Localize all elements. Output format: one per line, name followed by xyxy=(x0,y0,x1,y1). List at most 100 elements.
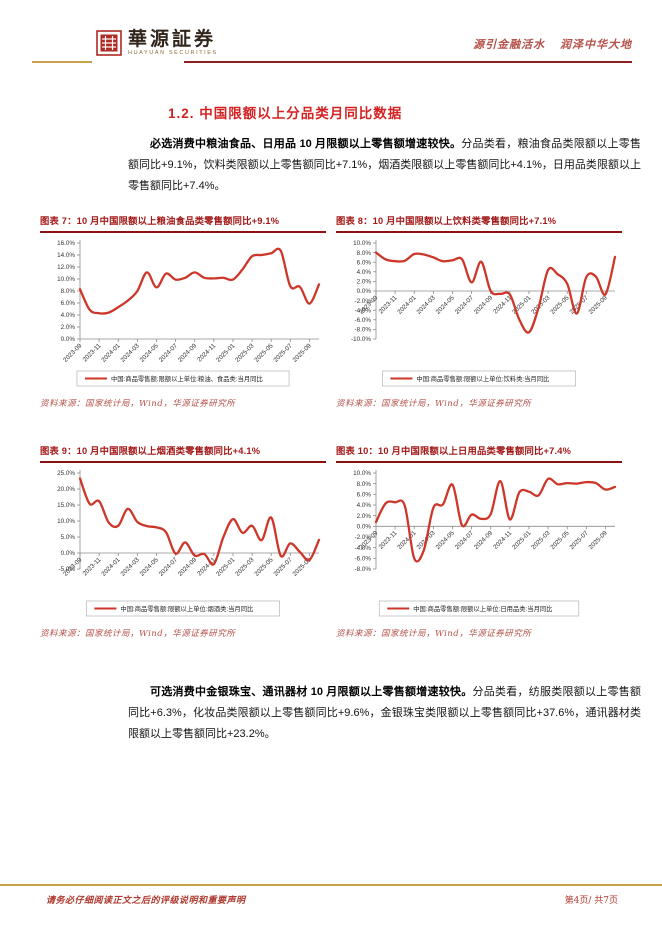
svg-text:2025-03: 2025-03 xyxy=(234,556,256,578)
paragraph-body-text: 分品类看，纺服类限额以上零售额同比+6.3%，化妆品类限额以上零售额同比+9.6… xyxy=(128,686,641,740)
svg-text:2024-03: 2024-03 xyxy=(416,294,438,316)
legend: 中国:商品零售额:限额以上单位:饮料类:当月同比 xyxy=(382,370,576,387)
brand-name-en: HUAYUAN SECURITIES xyxy=(128,50,218,56)
figure-title: 图表 8：10 月中国限额以上饮料类零售额同比+7.1% xyxy=(336,213,622,233)
svg-text:2024-01: 2024-01 xyxy=(100,342,122,364)
line-chart-grain-oil-food: 0.0% 2.0% 4.0% 6.0% 8.0% 10.0% 12.0% 14.0% 16.0%… xyxy=(57,240,321,387)
svg-text:2024-11: 2024-11 xyxy=(492,529,513,550)
svg-text:2024-01: 2024-01 xyxy=(396,529,418,551)
series-line xyxy=(78,477,321,566)
svg-text:2024-05: 2024-05 xyxy=(435,529,457,551)
svg-text:2024-05: 2024-05 xyxy=(139,556,161,578)
header-rule-gold xyxy=(32,61,92,63)
svg-text:2023-11: 2023-11 xyxy=(378,529,399,550)
svg-text:2025-01: 2025-01 xyxy=(511,529,533,551)
svg-text:2025-03: 2025-03 xyxy=(234,342,256,364)
series-line xyxy=(78,247,321,315)
svg-text:-2.0%: -2.0% xyxy=(355,298,372,305)
svg-text:2023-11: 2023-11 xyxy=(82,342,103,363)
svg-text:2024-03: 2024-03 xyxy=(120,556,142,578)
svg-text:0.0%: 0.0% xyxy=(61,550,76,557)
svg-text:2025-05: 2025-05 xyxy=(253,342,275,364)
legend: 中国:商品零售额:限额以上单位:烟酒类:当月同比 xyxy=(86,600,280,617)
svg-text:4.0%: 4.0% xyxy=(357,502,372,509)
figure-9: 图表 9：10 月中国限额以上烟酒类零售额同比+4.1% -5.0% 0.0% 5.… xyxy=(40,443,326,639)
source-note: 资料来源：国家统计局，Wind，华源证券研究所 xyxy=(336,399,532,409)
svg-text:16.0%: 16.0% xyxy=(57,240,75,247)
svg-text:5.0%: 5.0% xyxy=(61,534,76,541)
line-chart-tobacco-alcohol: -5.0%0.0%5.0%10.0%15.0%20.0%25.0%2023-09… xyxy=(57,470,321,617)
header-rule-red xyxy=(184,61,632,63)
svg-text:2025-07: 2025-07 xyxy=(568,529,590,551)
svg-text:2025-05: 2025-05 xyxy=(549,529,571,551)
paragraph-body-text: 分品类看，粮油食品类限额以上零售额同比+9.1%，饮料类限额以上零售额同比+7.… xyxy=(128,138,641,192)
brand-name-cn: 華源証券 xyxy=(128,28,217,50)
paragraph-lead-bold: 可选消费中金银珠宝、通讯器材 10 月限额以上零售额增速较快。 xyxy=(150,686,473,698)
svg-text:10.0%: 10.0% xyxy=(57,276,75,283)
svg-text:8.0%: 8.0% xyxy=(61,288,76,295)
svg-text:2025-01: 2025-01 xyxy=(215,342,237,364)
svg-text:10.0%: 10.0% xyxy=(57,518,75,525)
svg-text:2025-01: 2025-01 xyxy=(215,556,237,578)
y-axis xyxy=(373,240,377,340)
svg-text:中国:商品零售额:限额以上单位:粮油、食品类:当月同比: 中国:商品零售额:限额以上单位:粮油、食品类:当月同比 xyxy=(111,374,263,383)
svg-text:-8.0%: -8.0% xyxy=(355,327,372,334)
legend: 中国:商品零售额:限额以上单位:粮油、食品类:当月同比 xyxy=(76,370,290,387)
svg-text:2024-01: 2024-01 xyxy=(396,294,418,316)
svg-text:-6.0%: -6.0% xyxy=(355,556,372,563)
source-note: 资料来源：国家统计局，Wind，华源证券研究所 xyxy=(336,629,532,639)
svg-text:0.0%: 0.0% xyxy=(357,524,372,531)
figure-7: 图表 7：10 月中国限额以上粮油食品类零售额同比+9.1% 0.0% 2.0% 4… xyxy=(40,213,326,409)
svg-text:-2.0%: -2.0% xyxy=(355,534,372,541)
svg-text:-6.0%: -6.0% xyxy=(355,317,372,324)
svg-text:2.0%: 2.0% xyxy=(61,324,76,331)
svg-text:2025-07: 2025-07 xyxy=(272,342,294,364)
svg-text:2024-03: 2024-03 xyxy=(120,342,142,364)
svg-text:2024-11: 2024-11 xyxy=(196,556,217,577)
svg-text:2023-09: 2023-09 xyxy=(62,342,84,364)
svg-text:2023-11: 2023-11 xyxy=(378,294,399,315)
series-line xyxy=(374,251,617,334)
svg-text:2024-07: 2024-07 xyxy=(454,294,476,316)
x-axis xyxy=(79,338,319,342)
svg-text:2024-07: 2024-07 xyxy=(158,342,180,364)
brand-logo: 華源証券 HUAYUAN SECURITIES xyxy=(96,30,218,57)
svg-text:-4.0%: -4.0% xyxy=(355,545,372,552)
svg-text:8.0%: 8.0% xyxy=(357,481,372,488)
svg-text:0.0%: 0.0% xyxy=(61,336,76,343)
svg-text:2025-05: 2025-05 xyxy=(549,294,571,316)
figure-10: 图表 10：10 月中国限额以上日用品类零售额同比+7.4% -8.0% -6.0… xyxy=(336,443,622,639)
footer-disclaimer: 请务必仔细阅读正文之后的评级说明和重要声明 xyxy=(46,896,246,906)
svg-text:4.0%: 4.0% xyxy=(61,312,76,319)
section-title: 1.2. 中国限额以上分品类月同比数据 xyxy=(168,106,403,121)
svg-text:2024-05: 2024-05 xyxy=(435,294,457,316)
svg-text:6.0%: 6.0% xyxy=(357,259,372,266)
line-chart-daily-necessities: -8.0% -6.0% -4.0% -2.0% 0.0% 2.0% 4.0% 6.0% 8.0%… xyxy=(353,470,617,617)
svg-text:14.0%: 14.0% xyxy=(57,252,75,259)
figure-grid: 图表 7：10 月中国限额以上粮油食品类零售额同比+9.1% 0.0% 2.0% 4… xyxy=(40,213,622,639)
svg-text:2024-07: 2024-07 xyxy=(158,556,180,578)
svg-text:2025-07: 2025-07 xyxy=(272,556,294,578)
svg-text:0.0%: 0.0% xyxy=(357,288,372,295)
svg-text:2.0%: 2.0% xyxy=(357,513,372,520)
figure-title: 图表 9：10 月中国限额以上烟酒类零售额同比+4.1% xyxy=(40,443,326,463)
y-axis xyxy=(77,470,81,570)
svg-text:10.0%: 10.0% xyxy=(353,240,371,247)
figure-title: 图表 10：10 月中国限额以上日用品类零售额同比+7.4% xyxy=(336,443,622,463)
svg-text:中国:商品零售额:限额以上单位:日用品类:当月同比: 中国:商品零售额:限额以上单位:日用品类:当月同比 xyxy=(413,604,552,613)
svg-text:12.0%: 12.0% xyxy=(57,264,75,271)
paragraph-lead-bold: 必选消费中粮油食品、日用品 10 月限额以上零售额增速较快。 xyxy=(150,138,462,150)
svg-text:6.0%: 6.0% xyxy=(357,492,372,499)
source-note: 资料来源：国家统计局，Wind，华源证券研究所 xyxy=(40,399,236,409)
svg-text:2025-09: 2025-09 xyxy=(588,294,610,316)
svg-text:4.0%: 4.0% xyxy=(357,269,372,276)
svg-text:2024-09: 2024-09 xyxy=(473,294,495,316)
svg-text:-4.0%: -4.0% xyxy=(355,307,372,314)
svg-text:25.0%: 25.0% xyxy=(57,470,75,477)
svg-text:2024-09: 2024-09 xyxy=(473,529,495,551)
series-line xyxy=(374,477,617,563)
figure-8: 图表 8：10 月中国限额以上饮料类零售额同比+7.1% -10.0% -8.0%… xyxy=(336,213,622,409)
svg-text:2024-07: 2024-07 xyxy=(454,529,476,551)
svg-text:6.0%: 6.0% xyxy=(61,300,76,307)
